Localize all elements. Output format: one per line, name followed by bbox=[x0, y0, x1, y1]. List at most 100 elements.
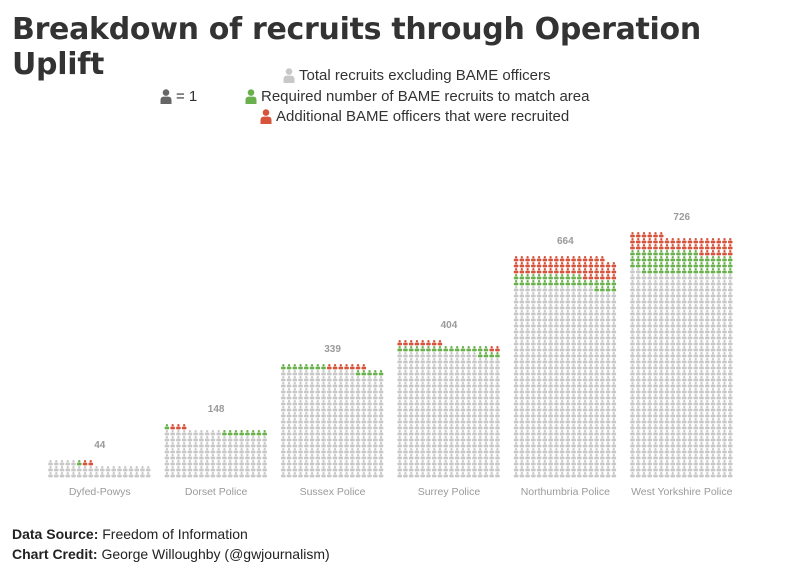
recruit-icon bbox=[630, 292, 635, 298]
recruit-icon bbox=[483, 442, 489, 448]
recruit-icon bbox=[542, 322, 548, 328]
recruit-icon bbox=[397, 412, 402, 418]
recruit-icon bbox=[298, 370, 303, 376]
recruit-icon bbox=[321, 454, 326, 460]
total-value-label: 339 bbox=[324, 344, 341, 355]
recruit-icon bbox=[704, 340, 710, 346]
recruit-icon bbox=[653, 340, 658, 346]
recruit-icon bbox=[687, 340, 693, 346]
recruit-icon bbox=[611, 298, 617, 304]
recruit-icon bbox=[664, 292, 670, 298]
recruit-icon bbox=[222, 466, 227, 472]
recruit-icon bbox=[588, 418, 594, 424]
legend-unit: = 1 bbox=[160, 88, 197, 105]
recruit-icon bbox=[582, 370, 588, 376]
recruit-icon bbox=[525, 406, 530, 412]
recruit-icon bbox=[408, 352, 414, 358]
recruit-icon bbox=[513, 370, 519, 376]
recruit-icon bbox=[704, 418, 710, 424]
recruit-icon bbox=[420, 364, 425, 370]
recruit-icon bbox=[653, 262, 658, 268]
recruit-icon bbox=[426, 418, 431, 424]
recruit-icon bbox=[658, 424, 664, 430]
recruit-icon bbox=[670, 442, 676, 448]
recruit-icon bbox=[170, 454, 175, 460]
recruit-icon bbox=[594, 412, 599, 418]
recruit-icon bbox=[577, 328, 582, 334]
recruit-icon bbox=[519, 400, 525, 406]
recruit-icon bbox=[489, 436, 494, 442]
recruit-icon bbox=[397, 388, 402, 394]
recruit-icon bbox=[408, 406, 414, 412]
recruit-icon bbox=[727, 400, 733, 406]
recruit-icon bbox=[403, 448, 408, 454]
recruit-icon bbox=[431, 358, 437, 364]
recruit-icon bbox=[519, 316, 525, 322]
recruit-icon bbox=[239, 436, 244, 442]
recruit-icon bbox=[71, 472, 76, 478]
legend-total: Total recruits excluding BAME officers bbox=[283, 67, 551, 84]
recruit-icon bbox=[687, 460, 693, 466]
recruit-icon bbox=[176, 430, 181, 436]
recruit-icon bbox=[105, 466, 111, 472]
recruit-icon bbox=[489, 448, 494, 454]
recruit-icon bbox=[164, 460, 170, 466]
recruit-icon bbox=[693, 262, 699, 268]
recruit-icon bbox=[199, 454, 204, 460]
recruit-icon bbox=[565, 376, 571, 382]
recruit-icon bbox=[466, 394, 471, 400]
recruit-icon bbox=[670, 328, 676, 334]
recruit-icon bbox=[403, 376, 408, 382]
recruit-icon bbox=[582, 346, 588, 352]
recruit-icon bbox=[676, 406, 681, 412]
recruit-icon bbox=[635, 376, 641, 382]
recruit-icon bbox=[361, 466, 367, 472]
recruit-icon bbox=[460, 448, 466, 454]
recruit-icon bbox=[653, 286, 658, 292]
recruit-icon bbox=[134, 472, 140, 478]
recruit-icon bbox=[594, 418, 599, 424]
recruit-icon bbox=[687, 334, 693, 340]
recruit-icon bbox=[309, 382, 315, 388]
recruit-icon bbox=[350, 412, 355, 418]
recruit-icon bbox=[361, 418, 367, 424]
recruit-icon bbox=[483, 364, 489, 370]
recruit-icon bbox=[704, 328, 710, 334]
recruit-icon bbox=[630, 436, 635, 442]
recruit-icon bbox=[727, 418, 733, 424]
recruit-icon bbox=[233, 448, 239, 454]
recruit-icon bbox=[699, 424, 704, 430]
recruit-icon bbox=[664, 256, 670, 262]
recruit-icon bbox=[519, 370, 525, 376]
chart-credit: Chart Credit: George Willoughby (@gwjour… bbox=[12, 546, 330, 562]
recruit-icon bbox=[513, 430, 519, 436]
recruit-icon bbox=[687, 322, 693, 328]
recruit-icon bbox=[641, 436, 647, 442]
recruit-icon bbox=[693, 286, 699, 292]
recruit-icon bbox=[431, 454, 437, 460]
recruit-icon bbox=[414, 358, 420, 364]
recruit-icon bbox=[571, 316, 576, 322]
recruit-icon bbox=[245, 442, 250, 448]
recruit-icon bbox=[727, 370, 733, 376]
recruit-icon bbox=[554, 460, 559, 466]
recruit-icon bbox=[658, 370, 664, 376]
recruit-icon bbox=[531, 310, 536, 316]
recruit-icon bbox=[309, 424, 315, 430]
recruit-icon bbox=[460, 412, 466, 418]
recruit-icon bbox=[327, 412, 332, 418]
recruit-icon bbox=[378, 442, 384, 448]
recruit-icon bbox=[630, 394, 635, 400]
recruit-icon bbox=[594, 346, 599, 352]
recruit-icon bbox=[548, 382, 553, 388]
recruit-icon bbox=[647, 460, 653, 466]
recruit-icon bbox=[443, 454, 448, 460]
recruit-icon bbox=[704, 316, 710, 322]
recruit-icon bbox=[693, 448, 699, 454]
recruit-icon bbox=[704, 376, 710, 382]
recruit-icon bbox=[548, 424, 553, 430]
recruit-icon bbox=[710, 430, 716, 436]
recruit-icon bbox=[315, 466, 321, 472]
recruit-icon bbox=[548, 310, 553, 316]
recruit-icon bbox=[658, 250, 664, 256]
